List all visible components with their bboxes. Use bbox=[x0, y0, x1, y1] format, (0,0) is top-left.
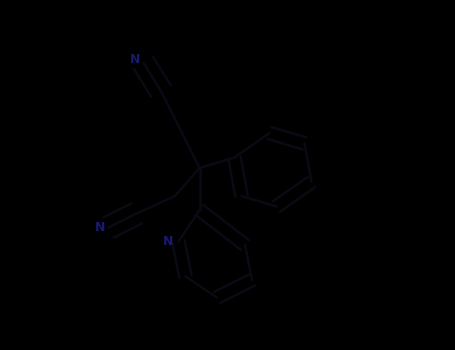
Text: N: N bbox=[130, 53, 140, 66]
Text: N: N bbox=[163, 235, 173, 248]
Text: N: N bbox=[95, 221, 105, 234]
